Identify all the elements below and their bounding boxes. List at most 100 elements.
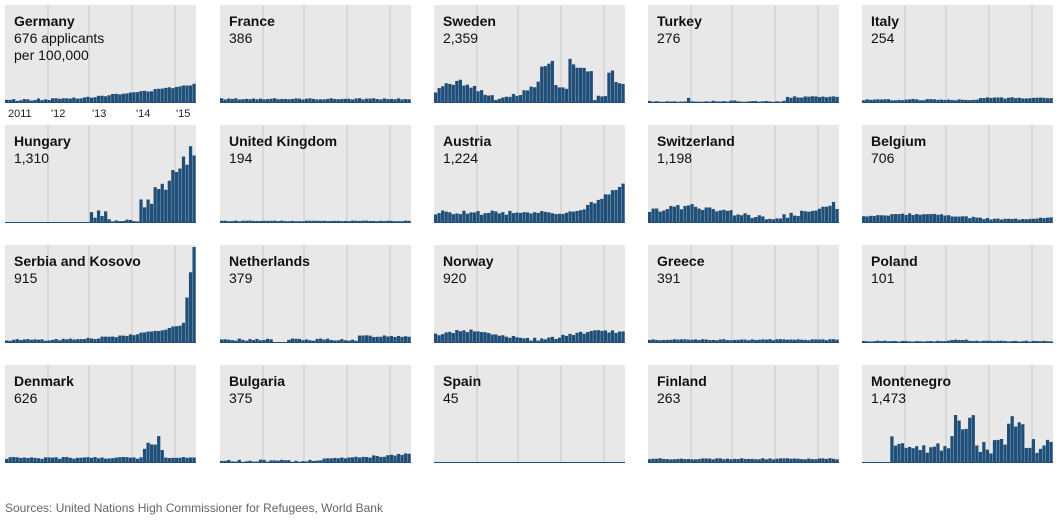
country-name: Italy: [871, 13, 900, 29]
bar: [483, 213, 487, 223]
bar: [929, 99, 933, 103]
bar: [865, 462, 869, 463]
country-value: 101: [871, 270, 895, 286]
bar: [329, 458, 333, 463]
bar: [26, 99, 30, 103]
bar: [472, 331, 477, 343]
bar: [455, 80, 459, 103]
bar-plot: [648, 5, 839, 103]
bar: [943, 99, 947, 103]
bar: [135, 458, 140, 463]
bar: [462, 462, 466, 463]
bar: [992, 97, 997, 103]
bar: [93, 217, 97, 223]
bar: [89, 97, 94, 103]
bar: [771, 101, 776, 103]
bar: [600, 198, 604, 223]
bar: [315, 460, 319, 463]
bar: [603, 462, 608, 463]
bar: [93, 457, 97, 463]
country-value: 45: [443, 390, 459, 406]
bar: [1038, 448, 1043, 463]
bar: [918, 100, 922, 103]
bar: [132, 92, 136, 103]
country-name: Hungary: [14, 133, 71, 149]
bar: [107, 219, 111, 223]
bar: [1045, 217, 1050, 223]
country-name: France: [229, 13, 275, 29]
bar: [529, 213, 533, 223]
country-value: 920: [443, 270, 467, 286]
bar: [785, 458, 790, 463]
bar: [835, 96, 839, 103]
bar: [718, 339, 722, 343]
bar: [596, 95, 600, 103]
bar: [925, 99, 929, 103]
bar: [490, 334, 494, 343]
bar: [220, 220, 224, 223]
bar: [15, 339, 19, 343]
bar: [29, 100, 33, 103]
bar: [872, 99, 876, 103]
bar: [729, 100, 733, 103]
bar: [497, 335, 501, 343]
bar: [575, 332, 579, 343]
bar: [540, 462, 544, 463]
bar: [596, 330, 600, 343]
bar: [5, 222, 9, 223]
bar: [8, 457, 12, 463]
bar: [911, 448, 915, 463]
bar: [86, 222, 90, 223]
country-value: 676 applicants: [14, 30, 105, 46]
bar: [407, 336, 411, 343]
bar: [686, 339, 691, 343]
bar: [1010, 416, 1014, 463]
bar: [389, 220, 394, 223]
bar: [1014, 98, 1018, 103]
bar: [579, 462, 583, 463]
bar: [761, 101, 765, 103]
bar: [311, 220, 316, 223]
bar: [865, 341, 869, 343]
bar: [883, 99, 887, 103]
bar: [757, 339, 761, 343]
bar: [400, 99, 404, 103]
bar: [304, 461, 309, 463]
bar: [872, 341, 876, 343]
bar: [872, 215, 876, 223]
bar: [522, 462, 526, 463]
bar: [75, 339, 79, 343]
units-note: per 100,000: [14, 47, 89, 63]
bar: [683, 101, 687, 103]
bar: [828, 458, 832, 463]
bar: [451, 84, 455, 103]
bar: [40, 100, 44, 103]
bar: [992, 218, 997, 223]
bar: [704, 101, 708, 103]
panel-label: France 386: [229, 13, 275, 47]
bar: [497, 213, 501, 223]
bar: [333, 99, 337, 103]
bar: [676, 339, 680, 343]
bar: [817, 339, 822, 343]
bar: [999, 219, 1004, 223]
bar: [237, 221, 241, 223]
country-name: Switzerland: [657, 133, 735, 149]
bar: [400, 221, 404, 223]
bar: [407, 220, 411, 223]
bar: [697, 459, 701, 463]
bar: [1024, 219, 1028, 223]
source-note: Sources: United Nations High Commissione…: [5, 501, 383, 515]
bar: [975, 445, 979, 463]
bar: [125, 457, 129, 463]
bar: [775, 218, 779, 223]
bar: [294, 338, 298, 343]
bar: [181, 85, 186, 103]
bar: [761, 216, 765, 223]
bar: [251, 98, 256, 103]
bar: [876, 462, 880, 463]
bar: [476, 211, 480, 223]
bar: [961, 99, 965, 103]
country-name: Spain: [443, 373, 482, 389]
bar: [893, 100, 898, 103]
